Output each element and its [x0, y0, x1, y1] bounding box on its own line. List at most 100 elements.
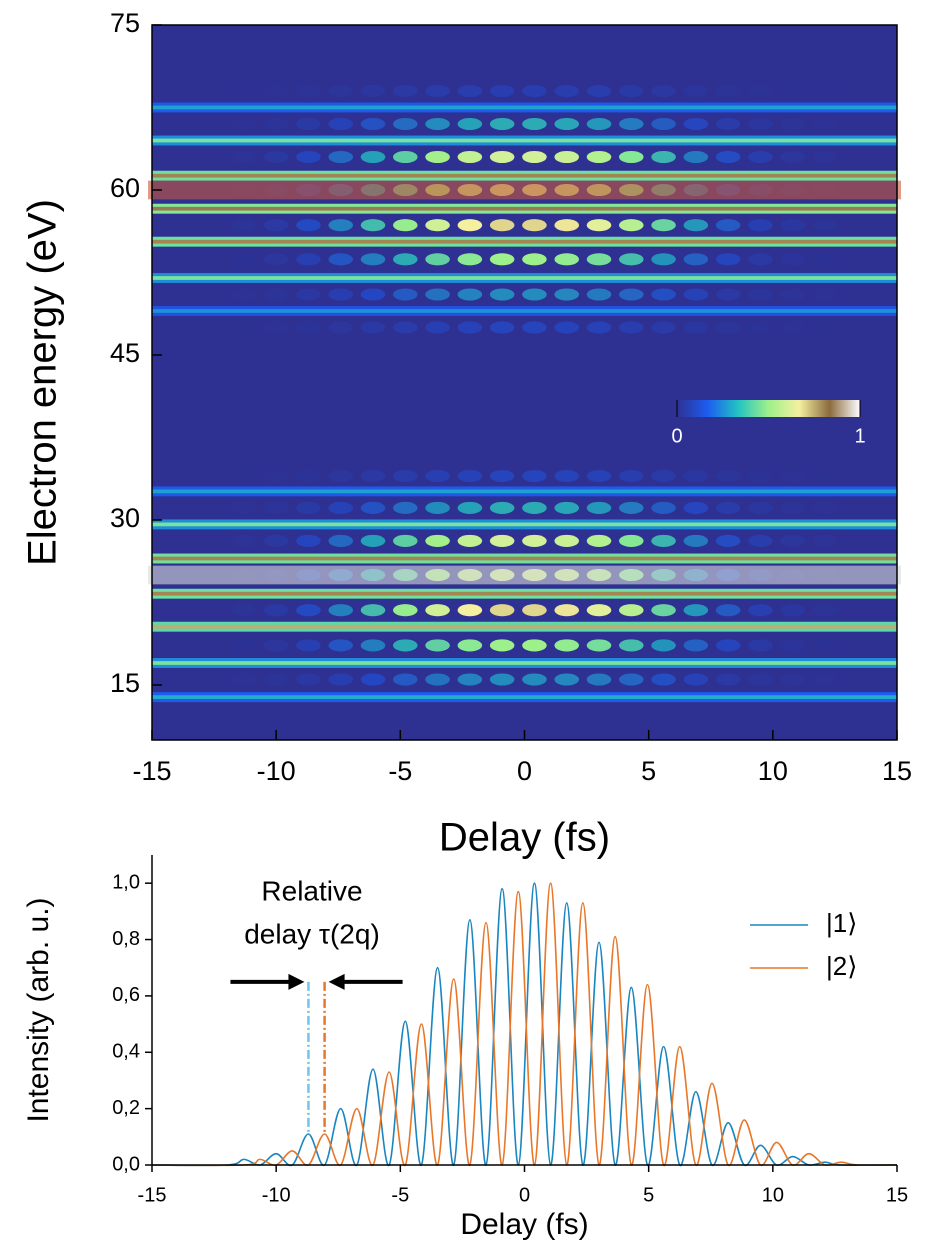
heatmap-spot — [231, 84, 257, 98]
heatmap-spot — [812, 639, 838, 652]
heatmap-spot — [619, 469, 644, 483]
heatmap-spot — [780, 321, 805, 334]
heatmap-spot — [780, 253, 805, 266]
x-tick-label: -5 — [391, 1184, 409, 1206]
heatmap-spot — [683, 639, 709, 652]
heatmap-spot — [554, 604, 579, 617]
heatmap-spot — [360, 150, 386, 164]
heatmap-spot — [457, 534, 483, 547]
heatmap-spot — [263, 253, 289, 266]
heatmap-spot — [780, 150, 805, 164]
heatmap-spot — [296, 639, 321, 652]
heatmap-spot — [619, 84, 644, 98]
heatmap-spot — [231, 253, 257, 266]
heatmap-spot — [554, 117, 579, 131]
heatmap-spot — [619, 150, 644, 164]
x-tick-label: 10 — [762, 1184, 784, 1206]
legend-label: |1⟩ — [826, 908, 857, 938]
heatmap-spot — [715, 673, 741, 686]
heatmap-spot — [586, 639, 612, 652]
heatmap-spot — [554, 321, 579, 334]
heatmap-spot — [554, 84, 579, 98]
heatmap-spot — [748, 321, 773, 334]
heatmap-spot — [489, 117, 515, 131]
heatmap-spot — [296, 253, 321, 266]
heatmap-spot — [619, 117, 644, 131]
heatmap-spot — [457, 253, 483, 266]
heatmap-spot — [651, 469, 676, 483]
heatmap-spot — [296, 288, 321, 301]
heatmap-spot — [328, 150, 354, 164]
heatmap-spot — [683, 501, 709, 514]
heatmap-spot — [522, 673, 547, 686]
heatmap-spot — [425, 321, 450, 334]
heatmap-spot — [231, 219, 257, 232]
heatmap-spot — [554, 534, 579, 547]
heatmap-spot — [425, 117, 450, 131]
heatmap-spot — [360, 321, 386, 334]
heatmap-spot — [586, 534, 612, 547]
heatmap-spot — [522, 639, 547, 652]
heatmap-spot — [457, 501, 483, 514]
heatmap-spot — [360, 469, 386, 483]
heatmap-spot — [748, 288, 773, 301]
heatmap-spot — [812, 673, 838, 686]
x-tick-label: -15 — [138, 1184, 167, 1206]
y-axis-label: Electron energy (eV) — [21, 199, 65, 566]
heatmap-spot — [651, 501, 676, 514]
heatmap-spot — [360, 534, 386, 547]
heatmap-spot — [263, 604, 289, 617]
annotation: delay τ(2q) — [244, 918, 380, 949]
heatmap-spot — [586, 501, 612, 514]
heatmap-spot — [651, 150, 676, 164]
heatmap-spot — [780, 219, 805, 232]
heatmap-spot — [748, 219, 773, 232]
heatmap-spot — [489, 673, 515, 686]
heatmap-spot — [328, 253, 354, 266]
heatmap-spot — [748, 604, 773, 617]
sideband-line-core — [152, 661, 897, 665]
heatmap-spot — [586, 219, 612, 232]
heatmap-spot — [457, 117, 483, 131]
heatmap-spot — [328, 288, 354, 301]
heatmap-spot — [263, 321, 289, 334]
heatmap-spot — [263, 84, 289, 98]
heatmap-spot — [748, 84, 773, 98]
heatmap-spot — [619, 673, 644, 686]
heatmap-spot — [683, 253, 709, 266]
y-tick-label: 0,0 — [112, 1153, 140, 1175]
heatmap-spot — [619, 501, 644, 514]
heatmap-spot — [425, 288, 450, 301]
heatmap-spot — [360, 84, 386, 98]
heatmap-spot — [554, 501, 579, 514]
heatmap-spot — [457, 639, 483, 652]
heatmap-spot — [812, 219, 838, 232]
heatmap-spot — [425, 84, 450, 98]
sideband-line-core — [152, 591, 897, 596]
sideband-line-core — [152, 309, 897, 313]
heatmap-spot — [457, 321, 483, 334]
heatmap-spot — [231, 639, 257, 652]
heatmap-spot — [683, 288, 709, 301]
heatmap-spot — [554, 219, 579, 232]
heatmap-spot — [683, 321, 709, 334]
heatmap-spot — [360, 219, 386, 232]
sideband-line-core — [152, 695, 897, 699]
heatmap-spot — [554, 288, 579, 301]
heatmap-spot — [651, 673, 676, 686]
heatmap-spot — [296, 117, 321, 131]
x-tick-label: -10 — [262, 1184, 291, 1206]
heatmap-spot — [296, 321, 321, 334]
heatmap-spot — [651, 253, 676, 266]
heatmap-spot — [393, 84, 418, 98]
heatmap-spot — [425, 673, 450, 686]
heatmap-spot — [425, 604, 450, 617]
x-tick-label: -15 — [132, 756, 171, 786]
heatmap-spot — [715, 150, 741, 164]
heatmap-spot — [231, 117, 257, 131]
heatmap-spot — [715, 639, 741, 652]
heatmap-spot — [296, 469, 321, 483]
heatmap-spot — [360, 253, 386, 266]
colorbar-label: 0 — [671, 425, 682, 447]
heatmap-spot — [457, 219, 483, 232]
